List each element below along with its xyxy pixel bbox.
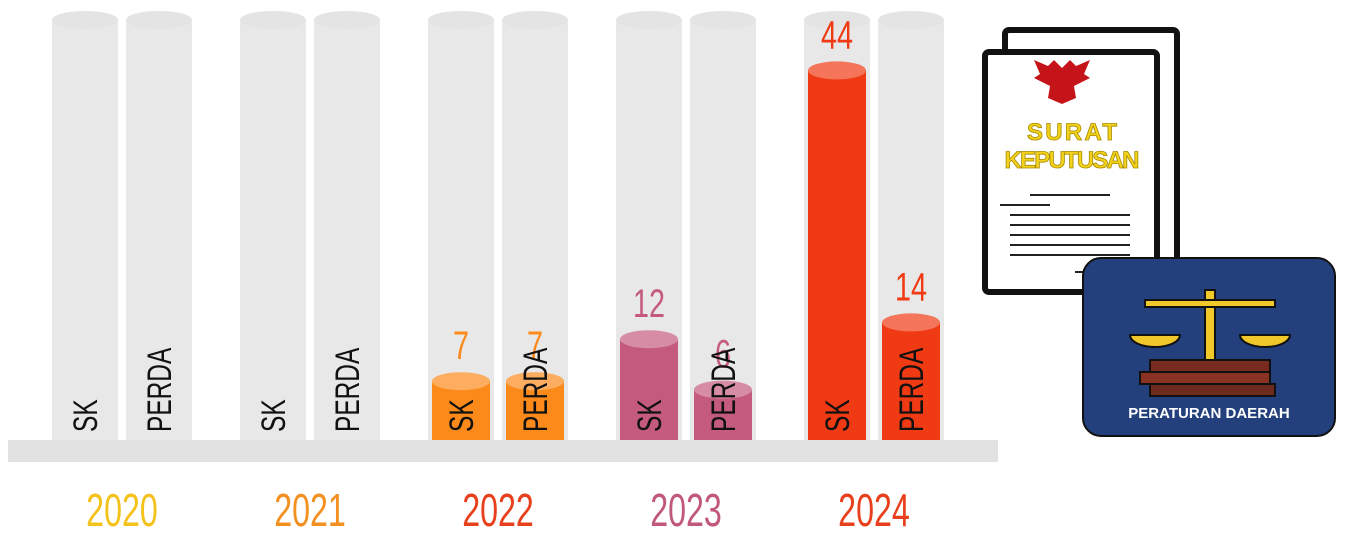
value-label: 44 (821, 13, 853, 58)
bar-top (882, 313, 940, 332)
document-front (982, 49, 1160, 295)
bar-track-top (428, 11, 494, 29)
bar-body (620, 339, 678, 440)
series-label: SK (443, 399, 481, 432)
series-label: PERDA (705, 347, 743, 432)
bar (882, 313, 940, 440)
x-tick-label: 2024 (838, 485, 910, 534)
bar (620, 330, 678, 440)
bar-top (694, 380, 752, 399)
bar-track-top (52, 11, 118, 29)
series-label: PERDA (517, 347, 555, 432)
scales-icon (1128, 289, 1292, 397)
bar-track (690, 20, 756, 440)
bar-track-top (502, 11, 568, 29)
bar-track-top (616, 11, 682, 29)
bar-track-top (126, 11, 192, 29)
series-label: SK (67, 399, 105, 432)
illustration: SURAT KEPUTUSAN PERATURAN DAERAH (982, 27, 1336, 437)
bar-top (808, 61, 866, 80)
bar-track-top (240, 11, 306, 29)
bar-track (428, 20, 494, 440)
bar-track (314, 20, 380, 440)
bar-body (506, 381, 564, 440)
series-label: SK (631, 399, 669, 432)
x-tick-label: 2022 (462, 485, 534, 534)
series-label: PERDA (893, 347, 931, 432)
value-label: 7 (453, 324, 469, 369)
value-label: 14 (895, 265, 927, 310)
bar-top (620, 330, 678, 349)
series-label: SK (255, 399, 293, 432)
bar-track (240, 20, 306, 440)
value-label: 6 (715, 332, 731, 377)
bar-track (52, 20, 118, 440)
bar-body (808, 70, 866, 441)
x-tick-label: 2023 (650, 485, 722, 534)
bar-track-top (878, 11, 944, 29)
value-label: 7 (527, 324, 543, 369)
x-tick-label: 2021 (274, 485, 346, 534)
series-label: SK (819, 399, 857, 432)
bar-track (502, 20, 568, 440)
x-tick-label: 2020 (86, 485, 158, 534)
bar-top (506, 372, 564, 391)
series-label: PERDA (329, 347, 367, 432)
platform (8, 440, 998, 462)
bar-body (882, 322, 940, 440)
bar-track-top (314, 11, 380, 29)
bar-track-top (690, 11, 756, 29)
document-title: KEPUTUSAN (1005, 147, 1140, 174)
bar-track (126, 20, 192, 440)
value-label: 12 (633, 282, 665, 327)
bar-top (432, 372, 490, 391)
bar (432, 372, 490, 440)
bar-track-top (804, 11, 870, 29)
bar (694, 380, 752, 440)
bar (808, 61, 866, 441)
document-title: SURAT (1027, 119, 1117, 146)
badge-label: PERATURAN DAERAH (1128, 405, 1289, 422)
bar (506, 372, 564, 440)
emblem (1034, 60, 1090, 104)
series-label: PERDA (141, 347, 179, 432)
bar-body (432, 381, 490, 440)
